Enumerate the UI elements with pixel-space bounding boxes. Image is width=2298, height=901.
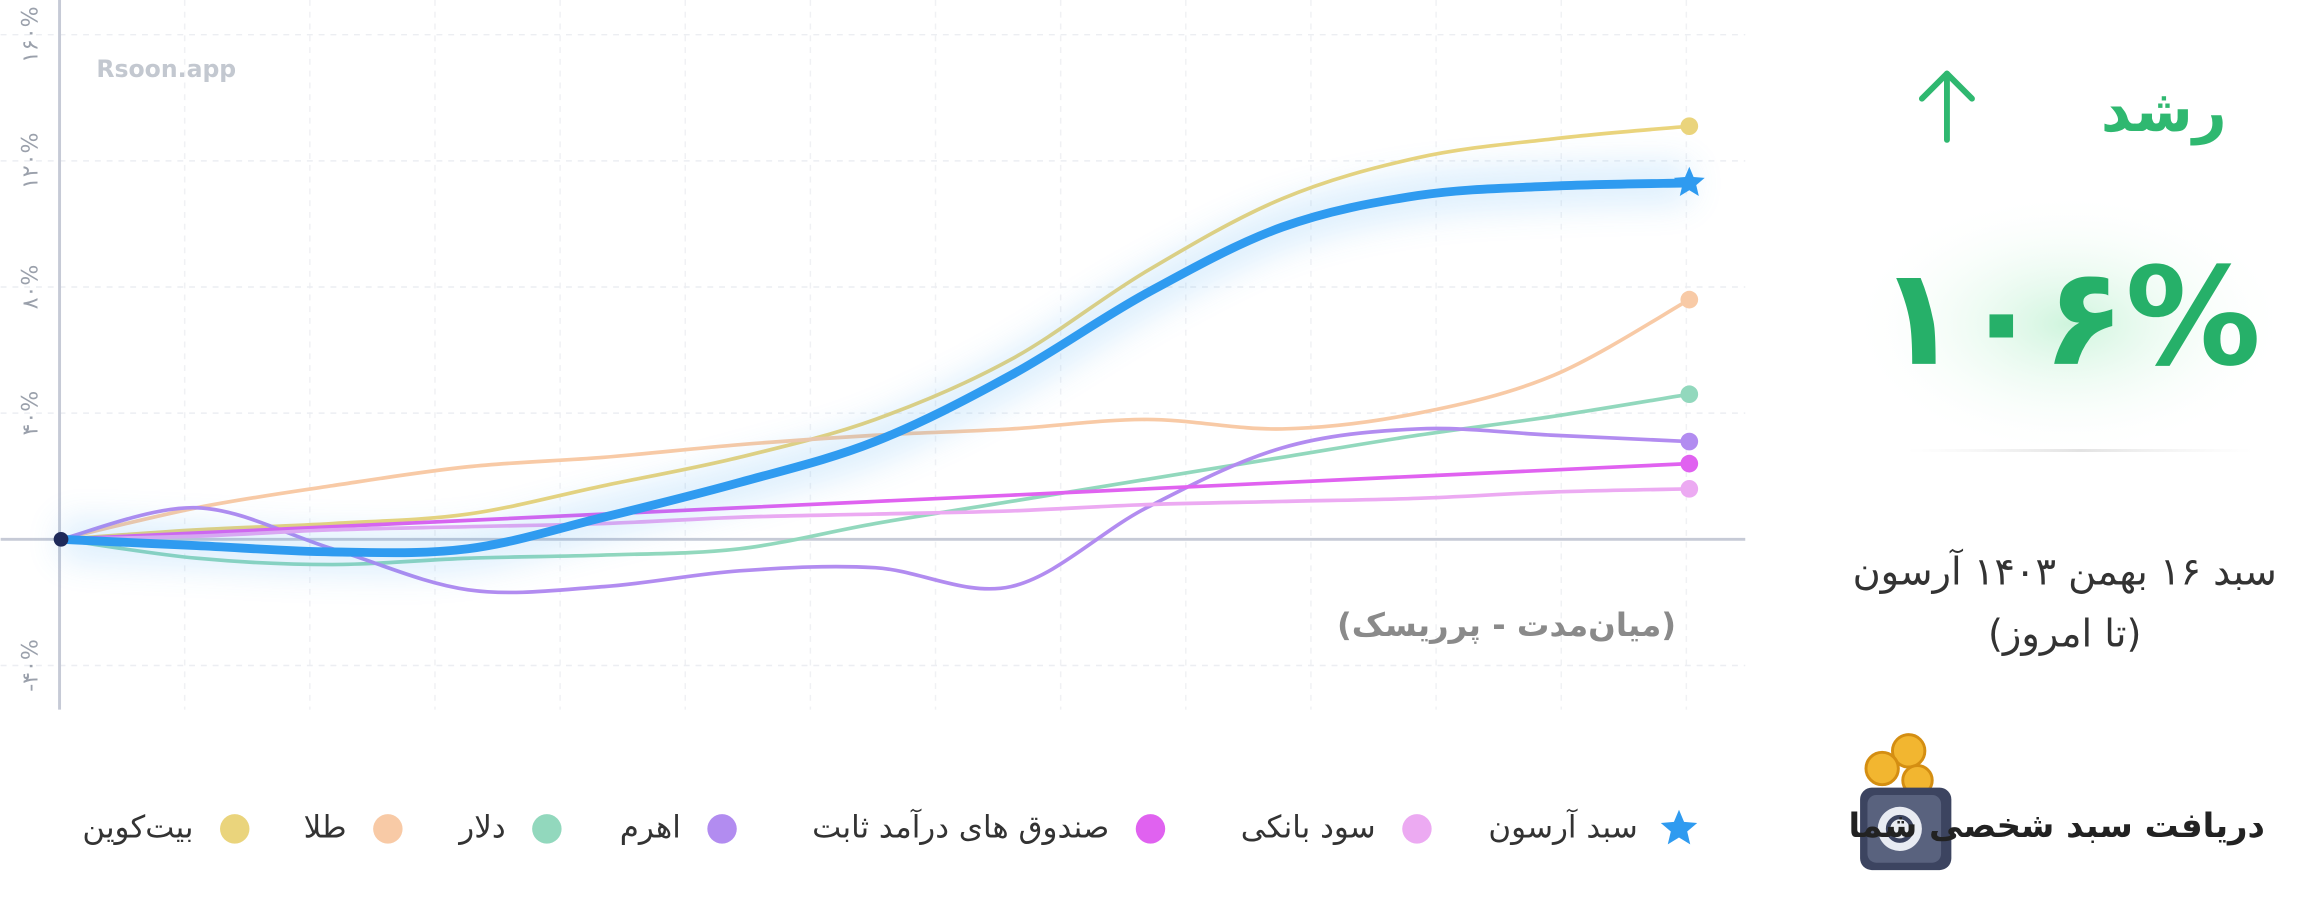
y-tick-label: ۱۶۰% — [19, 6, 44, 63]
watermark: Rsoon.app — [96, 55, 236, 83]
end-dot — [1680, 454, 1699, 473]
end-dot — [1680, 432, 1699, 451]
legend-dot — [373, 814, 403, 844]
series-line — [56, 178, 1694, 558]
legend-dot — [1135, 814, 1166, 844]
value-glow — [1848, 191, 2290, 457]
legend-label: سبد آرسون — [1488, 808, 1637, 845]
origin-dot — [53, 531, 69, 547]
series-line — [59, 461, 1692, 542]
legend-dot — [1402, 814, 1432, 844]
legend-dot — [220, 814, 250, 844]
legend-label: اهرم — [620, 809, 681, 845]
annotation: (میان‌مدت - پرریسک) — [1337, 606, 1676, 644]
end-dot — [1680, 480, 1699, 498]
legend-dot — [532, 814, 562, 844]
legend-star — [1660, 809, 1698, 845]
legend-label: دلار — [457, 809, 505, 845]
divider — [1907, 449, 2254, 452]
y-tick-label: -۴۰% — [19, 639, 44, 692]
growth-label: رشد — [2101, 76, 2227, 145]
legend-label: بیت‌کوین — [82, 809, 193, 845]
end-dot — [1680, 290, 1699, 309]
end-star — [1673, 166, 1705, 197]
legend-dot — [707, 814, 737, 844]
safe-icon — [1860, 733, 1952, 871]
series-line — [59, 124, 1692, 542]
legend-label: سود بانکی — [1241, 809, 1376, 845]
basket-title: سبد ۱۶ بهمن ۱۴۰۳ آرسون — [1853, 549, 2277, 595]
end-dot — [1680, 385, 1699, 404]
end-dot — [1680, 117, 1699, 135]
series-line — [59, 487, 1692, 542]
y-tick-label: ۱۲۰% — [19, 133, 44, 190]
up-arrow — [1918, 70, 1975, 143]
growth-value: ۱۰۶% — [1877, 238, 2261, 396]
y-tick-label: ۸۰% — [19, 265, 44, 310]
y-tick-label: ۴۰% — [19, 391, 44, 436]
legend-label: صندوق های درآمد ثابت — [812, 808, 1109, 845]
cta[interactable]: دریافت سبد شخصی شما — [1849, 806, 2265, 845]
vertical-grid — [183, 0, 1688, 710]
legend-label: طلا — [304, 809, 347, 845]
basket-subtitle: (تا امروز) — [1988, 612, 2142, 657]
